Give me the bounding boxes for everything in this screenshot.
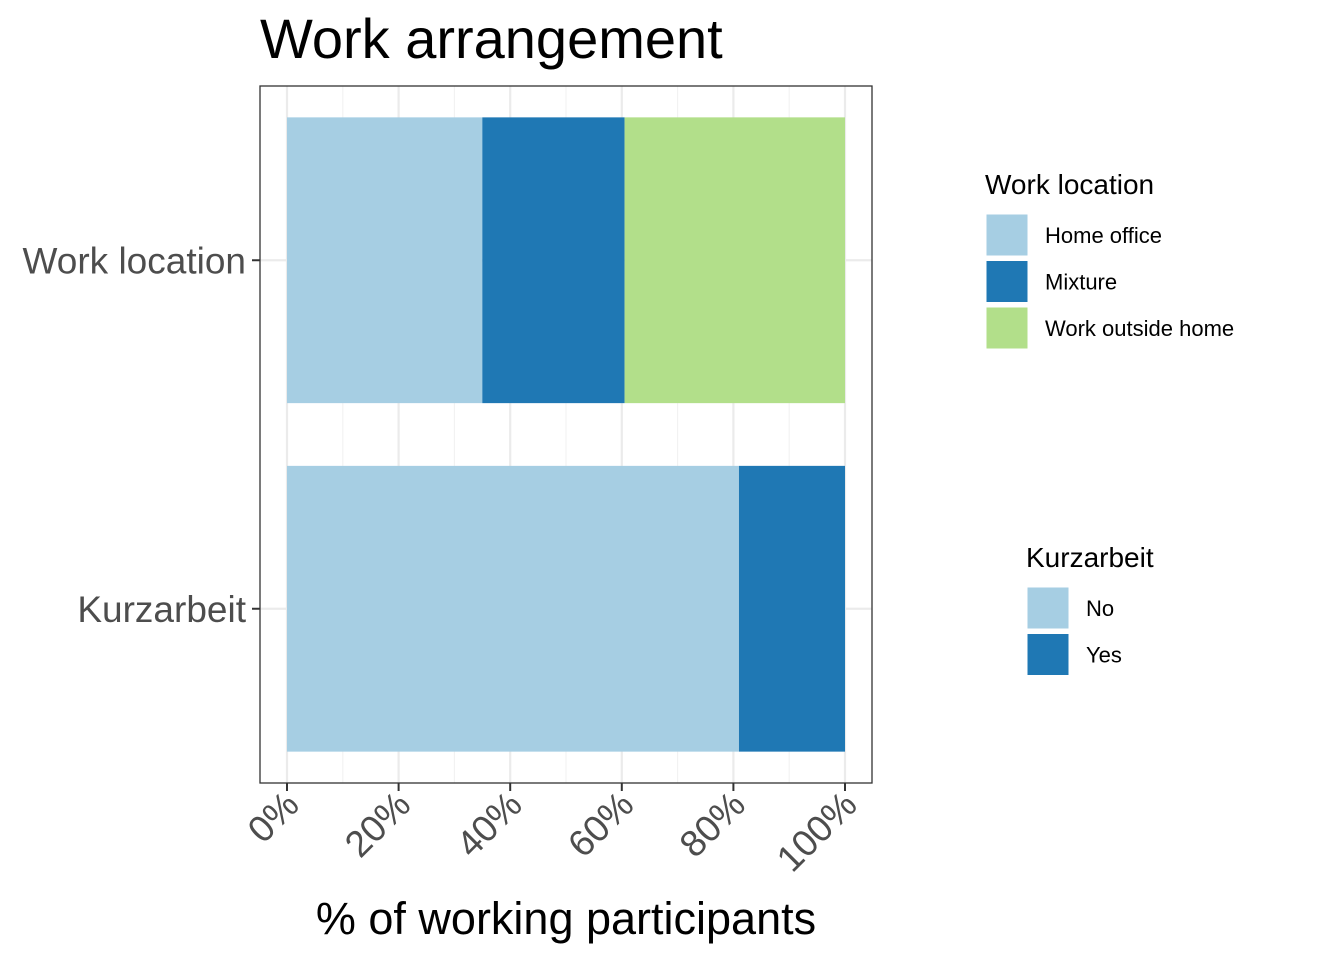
x-axis-label: % of working participants [316, 893, 816, 944]
bar-segment [482, 117, 625, 404]
chart-title: Work arrangement [260, 7, 723, 70]
legend-key [1026, 586, 1070, 630]
y-tick-label: Kurzarbeit [77, 589, 246, 630]
x-tick-label: 20% [337, 784, 418, 865]
x-tick-label: 40% [448, 784, 529, 865]
bar-segment [738, 465, 845, 752]
legend-title: Kurzarbeit [1026, 542, 1154, 573]
legends: Work location Home office Mixture Work outs… [985, 169, 1234, 676]
bar-segment [624, 117, 845, 404]
legend-key [1026, 633, 1070, 676]
legend-label: Mixture [1045, 270, 1117, 295]
x-tick-label: 80% [672, 784, 753, 865]
y-tick-label: Work location [23, 240, 246, 281]
bars [287, 117, 845, 752]
x-tick-label: 60% [560, 784, 641, 865]
legend: Kurzarbeit No Yes [1026, 542, 1154, 676]
legend-label: Yes [1086, 643, 1122, 668]
y-axis: Work location Kurzarbeit [23, 240, 260, 630]
bar-segment [287, 465, 739, 752]
legend-key [985, 306, 1029, 350]
legend-key [985, 213, 1029, 257]
legend-title: Work location [985, 169, 1154, 200]
legend-key [985, 260, 1029, 303]
legend-label: Home office [1045, 223, 1162, 248]
bar-segment [287, 117, 483, 404]
x-tick-label: 0% [240, 784, 307, 851]
plot-border [259, 85, 873, 784]
x-tick-label: 100% [769, 784, 865, 880]
legend-label: Work outside home [1045, 316, 1234, 341]
legend-label: No [1086, 596, 1114, 621]
x-axis: 0% 20% 40% 60% 80% 100% [240, 783, 865, 880]
legend: Work location Home office Mixture Work outs… [985, 169, 1234, 350]
